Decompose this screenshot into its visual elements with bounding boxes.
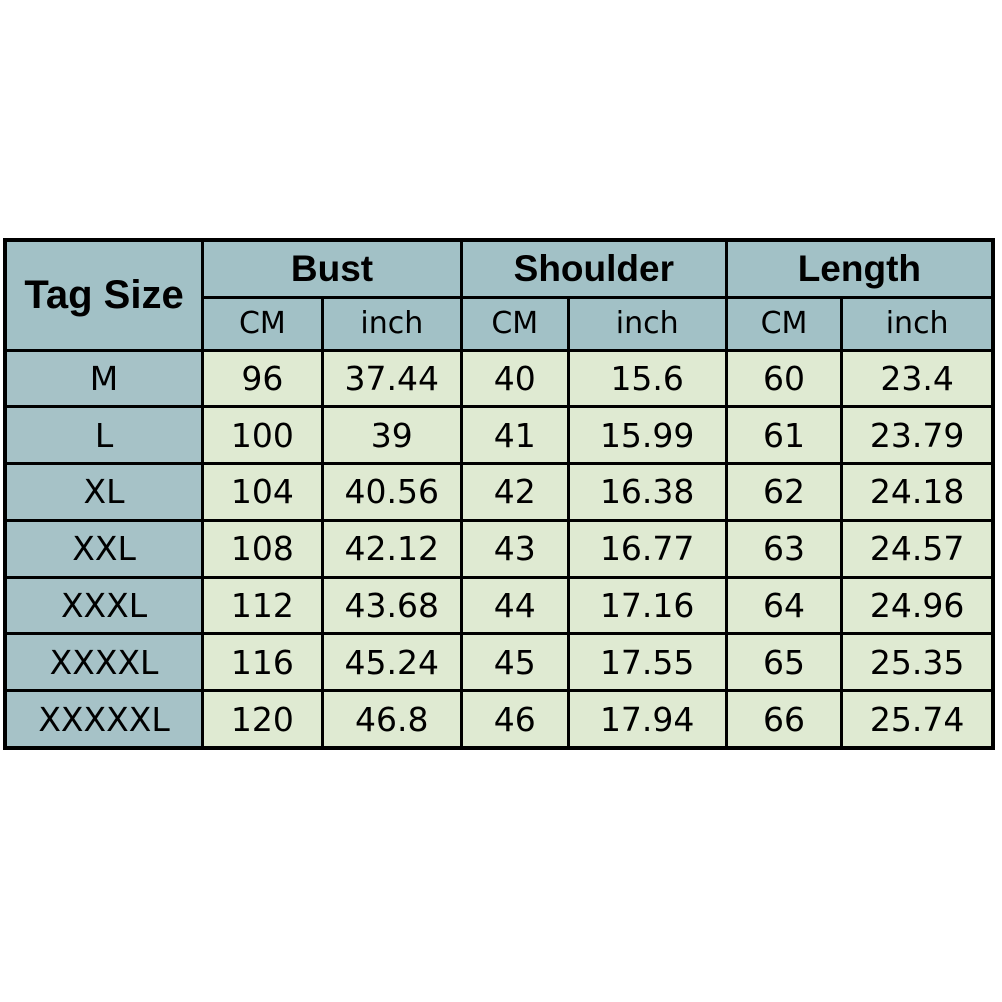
shoulder-inch-value: 17.16 — [566, 575, 728, 636]
shoulder-inch-header: inch — [566, 295, 728, 352]
length-inch-value: 24.96 — [840, 575, 995, 636]
table-row-xl: XL 104 40.56 42 16.38 62 24.18 — [3, 462, 995, 522]
length-inch-value: 24.57 — [840, 518, 995, 579]
shoulder-inch-value: 15.6 — [566, 348, 728, 409]
length-inch-value: 24.18 — [840, 462, 995, 522]
bust-cm-value: 116 — [201, 632, 324, 692]
table-row-xxxl: XXXL 112 43.68 44 17.16 64 24.96 — [3, 575, 995, 636]
shoulder-inch-value: 16.38 — [566, 462, 728, 522]
row-tag-size: L — [3, 405, 205, 465]
length-inch-value: 23.4 — [840, 348, 995, 409]
bust-inch-value: 37.44 — [320, 348, 463, 409]
length-inch-value: 23.79 — [840, 405, 995, 465]
bust-cm-value: 120 — [201, 689, 324, 750]
length-cm-header: CM — [724, 295, 844, 352]
length-inch-value: 25.74 — [840, 689, 995, 750]
bust-cm-value: 112 — [201, 575, 324, 636]
row-tag-size: XXXL — [3, 575, 205, 636]
shoulder-inch-value: 17.55 — [566, 632, 728, 692]
table-row-m: M 96 37.44 40 15.6 60 23.4 — [3, 348, 995, 409]
shoulder-cm-value: 40 — [459, 348, 570, 409]
table-row-xxxxxl: XXXXXL 120 46.8 46 17.94 66 25.74 — [3, 689, 995, 750]
length-inch-value: 25.35 — [840, 632, 995, 692]
bust-inch-value: 42.12 — [320, 518, 463, 579]
shoulder-cm-value: 43 — [459, 518, 570, 579]
row-tag-size: XL — [3, 462, 205, 522]
row-tag-size: XXL — [3, 518, 205, 579]
bust-cm-value: 108 — [201, 518, 324, 579]
length-cm-value: 65 — [724, 632, 844, 692]
tag-size-header: Tag Size — [3, 238, 205, 352]
shoulder-group-header: Shoulder — [459, 238, 728, 299]
row-tag-size: M — [3, 348, 205, 409]
header-sub-row: CM inch CM inch CM inch — [5, 295, 995, 352]
bust-inch-value: 40.56 — [320, 462, 463, 522]
shoulder-cm-value: 46 — [459, 689, 570, 750]
table-row-xxxxl: XXXXL 116 45.24 45 17.55 65 25.35 — [3, 632, 995, 692]
bust-inch-value: 39 — [320, 405, 463, 465]
shoulder-cm-value: 42 — [459, 462, 570, 522]
shoulder-inch-value: 17.94 — [566, 689, 728, 750]
length-cm-value: 60 — [724, 348, 844, 409]
bust-inch-header: inch — [320, 295, 463, 352]
length-cm-value: 61 — [724, 405, 844, 465]
bust-cm-header: CM — [201, 295, 324, 352]
shoulder-cm-header: CM — [459, 295, 570, 352]
bust-inch-value: 46.8 — [320, 689, 463, 750]
bust-cm-value: 104 — [201, 462, 324, 522]
length-inch-header: inch — [840, 295, 995, 352]
shoulder-cm-value: 44 — [459, 575, 570, 636]
bust-cm-value: 96 — [201, 348, 324, 409]
table-row-l: L 100 39 41 15.99 61 23.79 — [3, 405, 995, 465]
bust-inch-value: 43.68 — [320, 575, 463, 636]
length-cm-value: 62 — [724, 462, 844, 522]
row-tag-size: XXXXXL — [3, 689, 205, 750]
length-cm-value: 64 — [724, 575, 844, 636]
shoulder-cm-value: 45 — [459, 632, 570, 692]
bust-inch-value: 45.24 — [320, 632, 463, 692]
shoulder-inch-value: 16.77 — [566, 518, 728, 579]
shoulder-cm-value: 41 — [459, 405, 570, 465]
length-cm-value: 66 — [724, 689, 844, 750]
length-cm-value: 63 — [724, 518, 844, 579]
bust-cm-value: 100 — [201, 405, 324, 465]
shoulder-inch-value: 15.99 — [566, 405, 728, 465]
row-tag-size: XXXXL — [3, 632, 205, 692]
table-row-xxl: XXL 108 42.12 43 16.77 63 24.57 — [3, 518, 995, 579]
length-group-header: Length — [724, 238, 995, 299]
header-group-row: Tag Size Bust Shoulder Length — [3, 238, 995, 352]
size-chart-table: Tag Size Bust Shoulder Length CM inch CM… — [3, 238, 995, 750]
bust-group-header: Bust — [201, 238, 463, 299]
